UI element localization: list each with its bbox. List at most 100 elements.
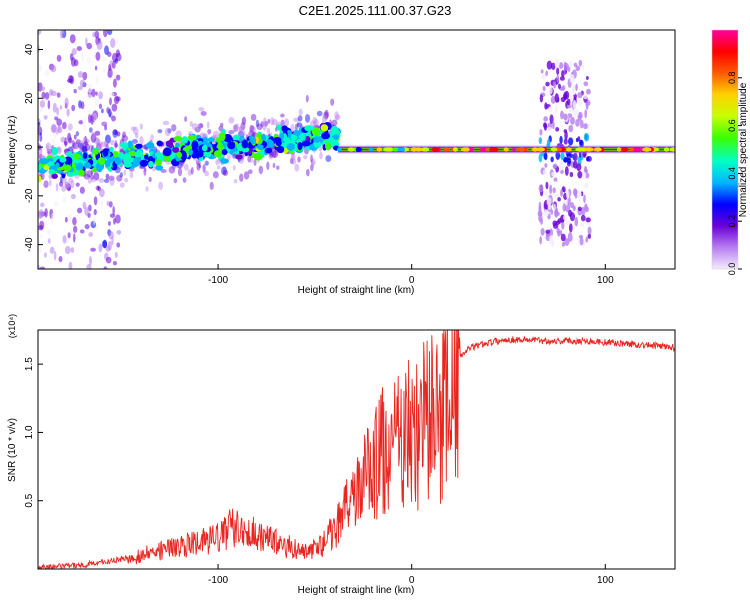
spectrogram-cell [576, 191, 582, 198]
spectrogram-cell [243, 171, 250, 180]
spectrogram-cell [112, 261, 118, 266]
spectrogram-cell [577, 113, 582, 122]
spectrogram-cell [105, 256, 112, 264]
spectrogram-cell [235, 154, 243, 160]
spectrogram-cell [250, 113, 257, 121]
spectrogram-cell [296, 122, 303, 128]
spectrogram-cell [59, 105, 63, 110]
spectrogram-cell [61, 177, 67, 184]
spectrogram-cell [107, 30, 113, 35]
spectrogram-cell [555, 127, 560, 132]
spectrogram-cell [207, 137, 215, 143]
spectrogram-cell [184, 116, 188, 123]
spectrogram-cell [581, 64, 585, 70]
spectrogram-cell [297, 115, 303, 122]
spectrogram-cell [114, 214, 121, 224]
spectrogram-cell [73, 88, 77, 94]
spectrogram-cell [154, 152, 164, 158]
snr-x-tick-label: 100 [597, 575, 614, 586]
spectrogram-cell [104, 124, 108, 131]
spectrogram-cell [97, 157, 106, 165]
spectrogram-cell [56, 54, 62, 62]
spectrogram-cell [88, 232, 93, 237]
spectrogram-cell [569, 212, 575, 222]
spectrogram-cell [585, 100, 589, 110]
spectrogram-cell [108, 240, 112, 251]
spectrogram-cell [162, 120, 170, 126]
spectrogram-x-tick-label: -100 [208, 275, 228, 286]
spectrogram-cell [97, 141, 104, 146]
spectrogram-cell [297, 156, 301, 163]
spectrogram-cell [248, 169, 253, 175]
spectrogram-cell [94, 130, 101, 136]
spectrogram-cell [158, 181, 164, 190]
spectrogram-cell [321, 114, 328, 122]
spectrogram-cell [321, 132, 331, 140]
spectrogram-cell [156, 140, 163, 147]
spectrogram-cell [38, 164, 42, 171]
spectrogram-cell [87, 83, 93, 94]
spectrogram-panel: -100 0 100 -40 -20 0 20 40 Height of straight … [7, 29, 676, 296]
spectrogram-cell [553, 81, 557, 89]
spectrogram-cell [44, 69, 50, 77]
spectrogram-cell [179, 161, 185, 167]
spectrogram-y-axis-label: Frequency (Hz) [7, 116, 18, 185]
spectrogram-cell [263, 120, 269, 127]
spectrogram-cell [569, 73, 575, 84]
spectrogram-cell [64, 181, 70, 187]
spectrogram-cell [266, 161, 270, 170]
spectrogram-cell [560, 110, 564, 120]
spectrogram-cell [511, 147, 517, 152]
spectrogram-cell [49, 246, 55, 255]
spectrogram-cell [157, 129, 163, 134]
spectrogram-cell [583, 123, 588, 130]
spectrogram-cell [560, 188, 564, 197]
spectrogram-cell [219, 122, 224, 128]
spectrogram-cell [271, 150, 279, 159]
spectrogram-cell [83, 173, 91, 180]
spectrogram-cell [64, 245, 71, 255]
spectrogram-cell [556, 74, 560, 83]
spectrogram-cell [559, 135, 563, 145]
spectrogram-cell [39, 99, 46, 108]
spectrogram-cell [86, 94, 93, 99]
spectrogram-cell [575, 137, 579, 143]
spectrogram-cell [75, 182, 80, 187]
spectrogram-cell [72, 142, 79, 150]
spectrogram-cell [272, 149, 277, 158]
spectrogram-cell [114, 143, 119, 148]
spectrogram-cell [324, 109, 329, 119]
spectrogram-cell [88, 255, 93, 266]
spectrogram-cell [67, 123, 73, 131]
spectrogram-cell [310, 164, 314, 172]
spectrogram-cell [585, 236, 589, 243]
spectrogram-cell [330, 98, 335, 106]
spectrogram-cell [102, 148, 109, 157]
spectrogram-cell [78, 142, 83, 151]
spectrogram-cell [207, 128, 212, 135]
spectrogram-cell [90, 115, 94, 125]
spectrogram-cell [305, 168, 310, 177]
spectrogram-cell [41, 91, 46, 99]
spectrogram-cell [316, 110, 323, 117]
spectrogram-cell [70, 247, 75, 253]
spectrogram-cell [310, 158, 316, 166]
spectrogram-cell [571, 88, 576, 96]
spectrogram-cell [286, 143, 295, 151]
spectrogram-cell [112, 205, 115, 216]
spectrogram-cell [241, 140, 249, 149]
spectrogram-cell [546, 60, 553, 70]
spectrogram-cell [641, 147, 652, 152]
spectrogram-cell [202, 164, 206, 173]
spectrogram-cell [290, 153, 296, 161]
spectrogram-cell [93, 196, 98, 206]
spectrogram-cell [45, 142, 52, 151]
spectrogram-cell [58, 255, 63, 263]
spectrogram-cell [46, 149, 53, 155]
spectrogram-cell [289, 157, 294, 165]
spectrogram-cell [81, 52, 85, 62]
spectrogram-cell [47, 238, 51, 244]
spectrogram-cell [320, 124, 329, 132]
spectrogram-cell [233, 124, 238, 132]
spectrogram-cell [44, 92, 50, 100]
